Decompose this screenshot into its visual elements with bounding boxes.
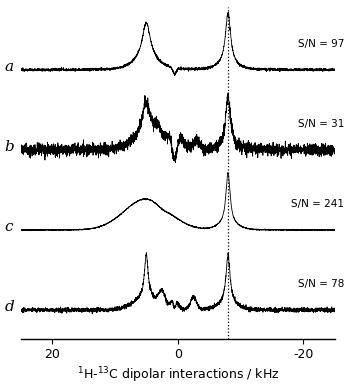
Text: S/N = 78: S/N = 78 [298,279,344,289]
X-axis label: $^{1}$H-$^{13}$C dipolar interactions / kHz: $^{1}$H-$^{13}$C dipolar interactions / … [77,365,279,385]
Text: b: b [5,140,15,154]
Text: a: a [5,60,14,74]
Text: S/N = 31: S/N = 31 [298,119,344,129]
Text: d: d [5,300,15,314]
Text: S/N = 241: S/N = 241 [291,199,344,209]
Text: c: c [5,220,13,234]
Text: S/N = 97: S/N = 97 [298,39,344,49]
